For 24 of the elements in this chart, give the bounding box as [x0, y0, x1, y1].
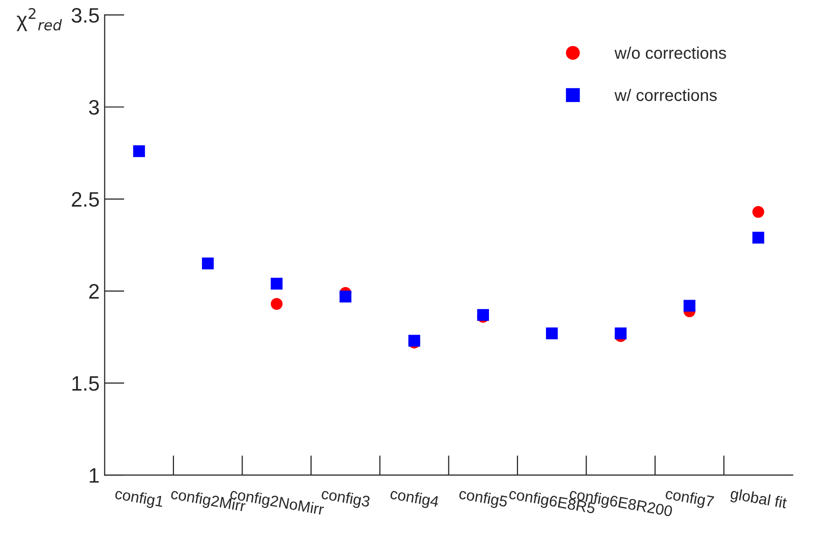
point	[546, 327, 558, 340]
legend-label: w/ corrections	[614, 88, 717, 102]
point	[340, 290, 352, 302]
point	[684, 300, 696, 312]
y-tick-label: 2	[89, 284, 99, 299]
point	[614, 327, 627, 340]
y-axis-title: χ$^{2}$$_{red}$	[16, 8, 62, 32]
x-tick-label: config5	[458, 488, 508, 510]
point	[752, 206, 764, 218]
y-tick-label: 1.5	[72, 376, 99, 391]
x-tick-label: config4	[389, 488, 440, 510]
point	[752, 232, 764, 244]
x-tick-label: config1	[114, 488, 164, 510]
point	[133, 145, 145, 158]
x-tick-label: global fit	[730, 488, 788, 512]
y-tick-label: 1	[90, 468, 99, 483]
y-tick-label: 2.5	[72, 192, 99, 207]
y-tick-label: 3.5	[72, 8, 99, 23]
x-tick-label: config3	[320, 488, 370, 510]
point	[202, 258, 214, 270]
legend-label: w/o corrections	[614, 46, 726, 59]
point	[270, 278, 283, 290]
y-tick-label: 3	[88, 100, 99, 115]
point	[270, 298, 283, 310]
